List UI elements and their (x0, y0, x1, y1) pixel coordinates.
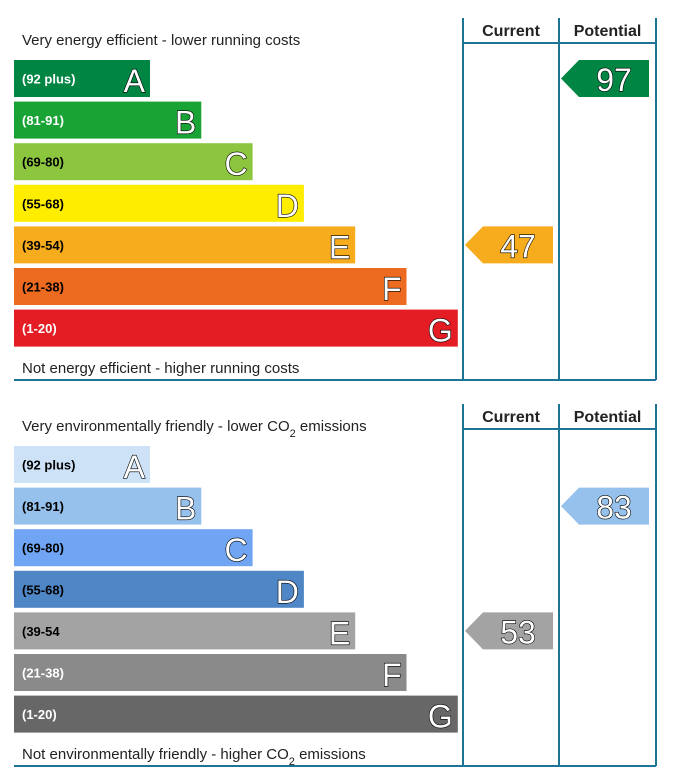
rating-value: 47 (500, 228, 536, 264)
band-d: (55-68) D (14, 570, 304, 610)
band-c: (69-80) C (14, 143, 253, 183)
band-range-label: (69-80) (22, 155, 64, 170)
band-range-label: (81-91) (22, 499, 64, 514)
band-letter: G (428, 313, 453, 349)
bottom-caption: Not energy efficient - higher running co… (22, 360, 299, 377)
band-range-label: (92 plus) (22, 458, 75, 473)
band-f: (21-38) F (14, 654, 407, 694)
band-e: (39-54 E (14, 612, 356, 652)
column-header-potential: Potential (574, 409, 642, 426)
bottom-caption: Not environmentally friendly - higher CO… (22, 746, 366, 768)
band-letter: B (175, 105, 196, 141)
band-letter: G (428, 699, 453, 735)
rating-arrow-shape (561, 60, 649, 97)
band-f: (21-38) F (14, 268, 407, 308)
band-range-label: (55-68) (22, 582, 64, 597)
top-caption: Very environmentally friendly - lower CO… (22, 418, 367, 440)
rating-arrow-shape (465, 226, 553, 264)
band-a: (92 plus) A (14, 60, 150, 100)
column-header-current: Current (482, 23, 540, 40)
chart-panel-2: Current Potential Very environmentally fri… (14, 404, 657, 768)
band-letter: F (382, 657, 402, 693)
band-bar (14, 529, 253, 567)
band-bar (14, 226, 356, 264)
band-range-label: (1-20) (22, 707, 57, 722)
top-caption: Very energy efficient - lower running co… (22, 32, 300, 49)
band-letter: F (382, 271, 402, 307)
current-rating: 47 (465, 226, 553, 265)
rating-value: 53 (500, 614, 536, 650)
current-rating: 53 (465, 612, 553, 651)
band-bar (14, 612, 356, 650)
band-e: (39-54) E (14, 226, 356, 266)
potential-rating: 97 (561, 60, 649, 99)
potential-rating: 83 (561, 487, 649, 526)
band-bar (14, 60, 150, 97)
band-g: (1-20) G (14, 309, 458, 349)
band-letter: A (124, 449, 146, 485)
band-b: (81-91) B (14, 101, 202, 141)
band-letter: C (224, 532, 247, 568)
band-range-label: (81-91) (22, 113, 64, 128)
band-bar (14, 446, 150, 483)
band-bar (14, 309, 458, 347)
band-bar (14, 268, 407, 305)
chart-panel-1: Current Potential Very energy efficient - … (14, 18, 657, 381)
band-range-label: (39-54) (22, 238, 64, 253)
band-bar (14, 101, 202, 139)
band-range-label: (1-20) (22, 321, 57, 336)
band-range-label: (92 plus) (22, 72, 75, 87)
rating-value: 97 (596, 62, 632, 98)
band-d: (55-68) D (14, 184, 304, 224)
band-range-label: (39-54 (22, 624, 60, 639)
band-range-label: (69-80) (22, 541, 64, 556)
rating-arrow-shape (465, 612, 553, 650)
column-header-current: Current (482, 409, 540, 426)
rating-arrow-shape (561, 487, 649, 525)
band-bar (14, 487, 202, 525)
column-header-potential: Potential (574, 23, 642, 40)
band-bar (14, 570, 304, 608)
band-range-label: (55-68) (22, 196, 64, 211)
band-letter: C (224, 146, 247, 182)
band-letter: D (276, 188, 299, 224)
band-range-label: (21-38) (22, 280, 64, 295)
band-letter: B (175, 491, 196, 527)
band-c: (69-80) C (14, 529, 253, 569)
band-letter: A (124, 63, 146, 99)
band-range-label: (21-38) (22, 666, 64, 681)
band-bar (14, 695, 458, 733)
band-letter: E (329, 615, 350, 651)
band-a: (92 plus) A (14, 446, 150, 486)
band-letter: D (276, 574, 299, 610)
band-g: (1-20) G (14, 695, 458, 735)
band-bar (14, 654, 407, 691)
band-b: (81-91) B (14, 487, 202, 527)
band-bar (14, 143, 253, 181)
band-bar (14, 184, 304, 222)
rating-value: 83 (596, 490, 632, 526)
band-letter: E (329, 229, 350, 265)
